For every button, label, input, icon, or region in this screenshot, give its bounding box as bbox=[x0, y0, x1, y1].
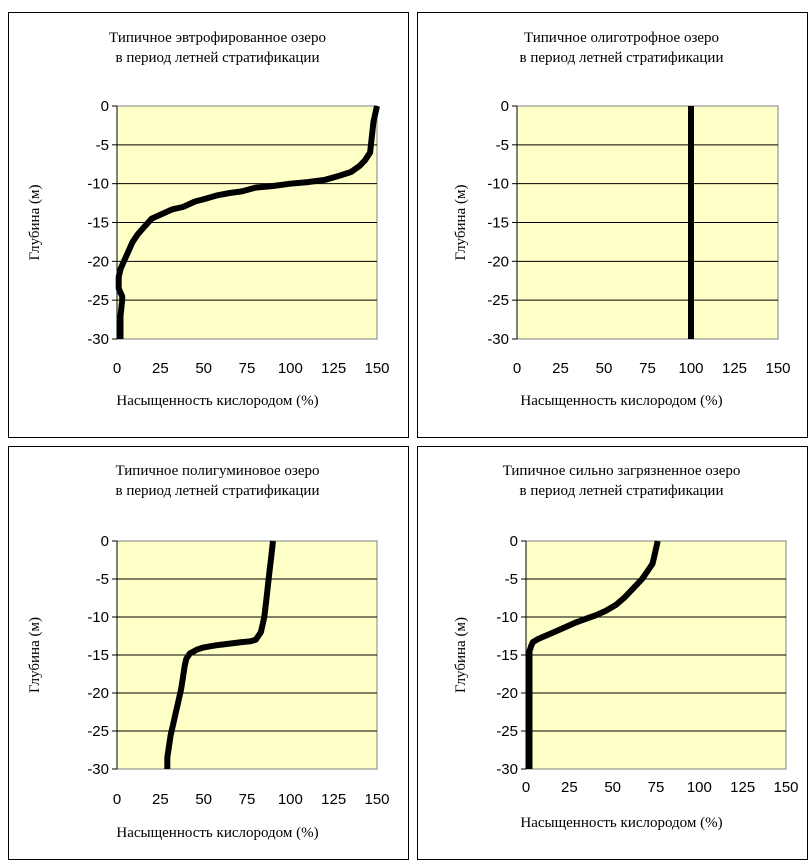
y-tick-label: -20 bbox=[496, 685, 518, 702]
y-tick-label: -5 bbox=[496, 137, 509, 154]
chart-title-line: Типичное эвтрофированное озеро bbox=[109, 30, 326, 46]
x-tick-label: 150 bbox=[364, 791, 389, 808]
x-tick-label: 0 bbox=[513, 360, 521, 377]
y-tick-label: -20 bbox=[87, 685, 109, 702]
chart-svg: Типичное сильно загрязненное озеро в пери… bbox=[453, 463, 799, 831]
y-tick-label: -5 bbox=[505, 571, 518, 588]
x-axis-label: Насыщенность кислородом (%) bbox=[116, 393, 318, 409]
x-tick-label: 75 bbox=[639, 360, 656, 377]
x-tick-label: 150 bbox=[773, 779, 798, 796]
x-tick-label: 125 bbox=[722, 360, 747, 377]
oxygen-profile-line bbox=[526, 540, 661, 769]
chart-title-line: Типичное олиготрофное озеро bbox=[524, 30, 719, 46]
chart-panel-polluted: Типичное сильно загрязненное озеро в пери… bbox=[417, 446, 808, 860]
x-tick-label: 0 bbox=[113, 791, 121, 808]
x-tick-label: 100 bbox=[678, 360, 703, 377]
y-tick-label: -25 bbox=[487, 292, 509, 309]
x-tick-label: 100 bbox=[687, 779, 712, 796]
chart-svg: Типичное олиготрофное озеро в период летн… bbox=[453, 30, 791, 409]
x-tick-label: 75 bbox=[239, 360, 256, 377]
oxygen-profile-line bbox=[164, 540, 276, 769]
chart-title-line: в период летней стратификации bbox=[520, 483, 724, 499]
chart-title-line: в период летней стратификации bbox=[520, 50, 724, 66]
y-tick-label: -15 bbox=[87, 647, 109, 664]
x-tick-label: 0 bbox=[113, 360, 121, 377]
chart-title-line: Типичное сильно загрязненное озеро bbox=[503, 463, 741, 479]
y-tick-label: 0 bbox=[101, 533, 109, 550]
y-tick-label: -10 bbox=[87, 609, 109, 626]
y-tick-label: -25 bbox=[87, 723, 109, 740]
chart-title-line: в период летней стратификации bbox=[116, 483, 320, 499]
x-tick-label: 0 bbox=[522, 779, 530, 796]
y-tick-label: 0 bbox=[501, 98, 509, 115]
y-axis-label: Глубина (м) bbox=[27, 617, 43, 693]
x-tick-label: 25 bbox=[552, 360, 569, 377]
x-axis-label: Насыщенность кислородом (%) bbox=[520, 393, 722, 409]
x-tick-label: 50 bbox=[195, 791, 212, 808]
y-tick-label: -5 bbox=[96, 137, 109, 154]
x-tick-label: 150 bbox=[364, 360, 389, 377]
x-tick-label: 25 bbox=[152, 360, 169, 377]
x-tick-label: 50 bbox=[604, 779, 621, 796]
chart-panel-oligotrophic: Типичное олиготрофное озеро в период летн… bbox=[417, 12, 808, 438]
y-axis-label: Глубина (м) bbox=[27, 185, 43, 261]
y-tick-label: -15 bbox=[496, 647, 518, 664]
x-tick-label: 125 bbox=[321, 791, 346, 808]
y-tick-label: -10 bbox=[487, 176, 509, 193]
y-tick-label: -30 bbox=[87, 331, 109, 348]
x-tick-label: 50 bbox=[596, 360, 613, 377]
y-axis-label: Глубина (м) bbox=[453, 617, 469, 693]
y-tick-label: -25 bbox=[87, 292, 109, 309]
chart-panel-polyhumic: Типичное полигуминовое озеро в период лет… bbox=[8, 446, 409, 860]
x-tick-label: 150 bbox=[765, 360, 790, 377]
y-tick-label: -5 bbox=[96, 571, 109, 588]
chart-panel-eutrophic: Типичное эвтрофированное озеро в период л… bbox=[8, 12, 409, 438]
x-tick-label: 25 bbox=[152, 791, 169, 808]
x-tick-label: 100 bbox=[278, 360, 303, 377]
y-tick-label: 0 bbox=[510, 533, 518, 550]
x-axis-label: Насыщенность кислородом (%) bbox=[520, 815, 722, 831]
y-tick-label: -15 bbox=[87, 215, 109, 232]
x-tick-label: 125 bbox=[730, 779, 755, 796]
x-tick-label: 125 bbox=[321, 360, 346, 377]
x-tick-label: 75 bbox=[239, 791, 256, 808]
y-tick-label: -20 bbox=[87, 253, 109, 270]
chart-svg: Типичное полигуминовое озеро в период лет… bbox=[27, 463, 390, 841]
y-tick-label: -10 bbox=[496, 609, 518, 626]
y-tick-label: -30 bbox=[87, 761, 109, 778]
y-tick-label: -20 bbox=[487, 253, 509, 270]
y-tick-label: -15 bbox=[487, 215, 509, 232]
y-tick-label: 0 bbox=[101, 98, 109, 115]
chart-title-line: Типичное полигуминовое озеро bbox=[115, 463, 319, 479]
chart-title-line: в период летней стратификации bbox=[116, 50, 320, 66]
oxygen-profile-line bbox=[115, 105, 380, 339]
chart-svg: Типичное эвтрофированное озеро в период л… bbox=[27, 30, 390, 409]
y-axis-label: Глубина (м) bbox=[453, 185, 469, 261]
y-tick-label: -10 bbox=[87, 176, 109, 193]
y-tick-label: -30 bbox=[487, 331, 509, 348]
x-tick-label: 25 bbox=[561, 779, 578, 796]
x-tick-label: 75 bbox=[648, 779, 665, 796]
x-tick-label: 100 bbox=[278, 791, 303, 808]
y-tick-label: -25 bbox=[496, 723, 518, 740]
x-tick-label: 50 bbox=[195, 360, 212, 377]
y-tick-label: -30 bbox=[496, 761, 518, 778]
x-axis-label: Насыщенность кислородом (%) bbox=[116, 825, 318, 841]
